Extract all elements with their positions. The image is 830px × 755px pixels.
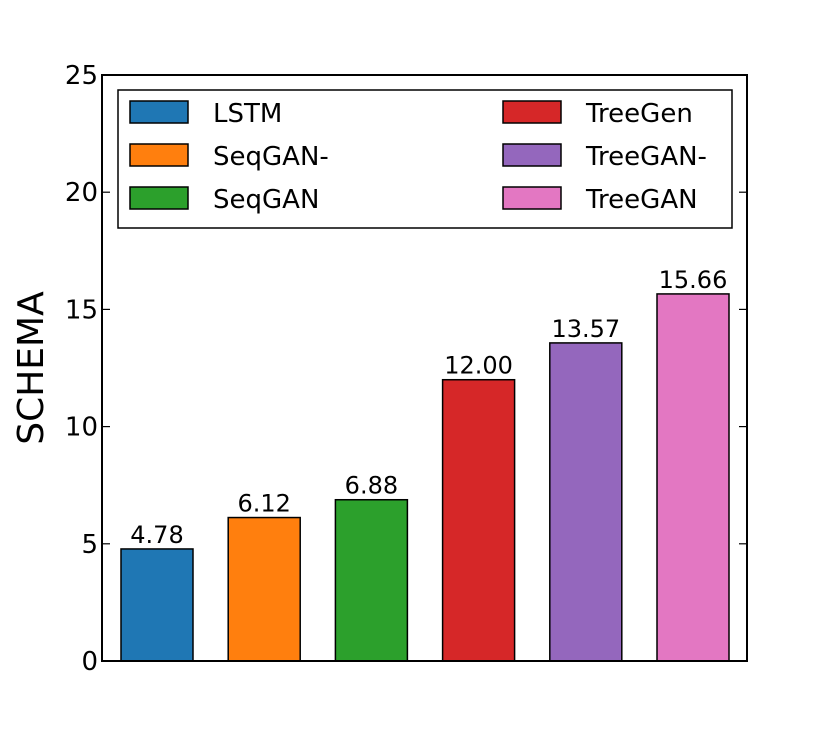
legend-swatch <box>129 186 189 210</box>
legend-label: TreeGen <box>585 99 693 129</box>
data-labels-layer: 4.78 6.12 6.88 12.00 13.57 15.66 <box>130 266 727 549</box>
y-tick-label: 15 <box>65 295 98 325</box>
legend-frame <box>117 89 733 229</box>
y-tick-label: 20 <box>65 178 98 208</box>
bars-layer <box>120 293 730 662</box>
plot-area-frame <box>101 74 748 662</box>
legend-swatch <box>502 143 562 167</box>
data-label: 6.88 <box>345 472 398 500</box>
y-tick-label: 0 <box>81 647 98 677</box>
legend-label: SeqGAN <box>213 185 319 215</box>
legend: LSTM SeqGAN- SeqGAN TreeGen TreeGAN- TreeGAN <box>117 89 733 229</box>
y-axis-label: SCHEMA <box>11 291 52 445</box>
legend-swatch <box>502 100 562 124</box>
legend-swatch <box>129 143 189 167</box>
y-axis: 0 5 10 15 20 25 <box>65 61 747 677</box>
y-tick-label: 25 <box>65 61 98 91</box>
legend-swatch <box>129 100 189 124</box>
legend-label: SeqGAN- <box>213 142 329 172</box>
data-label: 6.12 <box>237 490 290 518</box>
bar-seqgan <box>334 498 409 662</box>
legend-label: LSTM <box>213 99 282 129</box>
y-tick-label: 5 <box>81 530 98 560</box>
legend-label: TreeGAN <box>585 185 698 215</box>
data-label: 12.00 <box>444 352 513 380</box>
bar-treegan-minus <box>549 342 623 662</box>
data-label: 4.78 <box>130 521 183 549</box>
legend-swatch <box>502 186 562 210</box>
bar-treegen <box>441 378 516 662</box>
bar-lstm <box>120 548 194 662</box>
y-tick-label: 10 <box>65 413 98 443</box>
legend-label: TreeGAN- <box>585 142 707 172</box>
bar-treegan <box>656 293 730 662</box>
data-label: 15.66 <box>659 266 728 294</box>
data-label: 13.57 <box>551 315 620 343</box>
bar-seqgan-minus <box>227 516 301 662</box>
